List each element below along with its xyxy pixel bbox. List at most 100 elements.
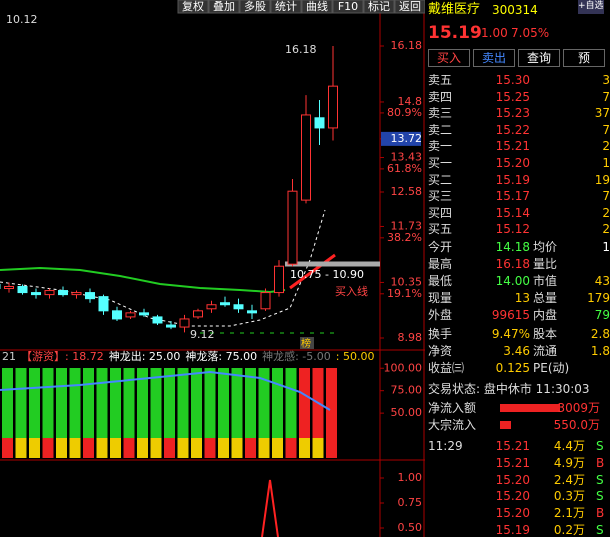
ind-bar (56, 368, 67, 458)
trade-button[interactable]: 买入 (428, 49, 470, 67)
stat-value: 2.8 (590, 327, 610, 341)
ind-bar (299, 368, 310, 458)
stat-value: 0.125 (495, 361, 530, 375)
chart: 10.12 16.18 9.12 10.75 - 10.90 买入线 榜 复权叠… (0, 0, 425, 537)
ind-bar (204, 438, 216, 458)
ind-bar (312, 438, 324, 458)
ind-bar (177, 438, 189, 458)
trade-time: 11:29 (428, 439, 463, 453)
stat-label: 换手 (428, 327, 453, 341)
book-volume: 7 (602, 89, 610, 104)
trade-side: S (596, 439, 604, 453)
ind-bar (2, 438, 13, 458)
flow-bar (500, 421, 511, 429)
toolbar-button[interactable] (239, 0, 271, 14)
candle-body (71, 292, 82, 296)
ind-bar (15, 438, 27, 458)
book-label: 卖三 (428, 106, 453, 121)
ind-bar (258, 438, 270, 458)
toolbar-button[interactable] (177, 0, 209, 14)
toolbar-label: 标记 (368, 0, 390, 13)
ind-bar (110, 438, 121, 458)
trade-volume: 2.1万 (553, 506, 585, 521)
trade-side: B (596, 455, 605, 470)
ind-bar (231, 368, 243, 458)
ind-bar (96, 438, 108, 458)
buy-line-label: 买入线 (335, 284, 368, 298)
toolbar-label: F10 (338, 0, 358, 13)
book-price: 15.14 (495, 205, 530, 220)
add-button[interactable]: +自选 (578, 0, 604, 14)
candle-body (260, 292, 271, 310)
book-volume: 1 (602, 156, 610, 170)
candle-body (31, 292, 41, 296)
toolbar-button[interactable] (301, 0, 333, 14)
stat-label: 现量 (428, 291, 453, 305)
stock-name: 戴维医疗 (428, 2, 481, 17)
stat-label: 量比 (533, 257, 558, 271)
ind-bar (272, 438, 283, 458)
toolbar-button[interactable] (332, 0, 364, 14)
ind-bar (83, 438, 94, 458)
ind-bar (83, 368, 94, 458)
range-label: 10.75 - 10.90 (290, 268, 364, 281)
toolbar-label: 曲线 (306, 0, 328, 13)
candle-body (112, 310, 122, 320)
ind-line (0, 370, 331, 411)
book-label: 卖二 (428, 122, 453, 137)
indicator-legend: 神龙感: -5.00 (262, 349, 331, 363)
trade-button[interactable]: 预 (563, 49, 605, 67)
ind-bar (137, 368, 148, 458)
trade-price: 15.20 (495, 489, 530, 504)
ind-bar (15, 368, 27, 458)
ind-bar (245, 438, 256, 458)
ind-bar (29, 438, 40, 458)
candle-body (328, 85, 338, 129)
book-volume: 37 (594, 106, 610, 121)
flow-value: 3009万 (557, 401, 600, 415)
y-tick-label: 0.75 (398, 496, 423, 509)
ind-bar (285, 438, 297, 458)
ind-bar (231, 438, 243, 458)
stat-label: 收益㈢ (428, 361, 465, 375)
candle-body (44, 290, 55, 296)
stat-label: 内盘 (533, 308, 558, 322)
stat-label: 最高 (428, 257, 453, 271)
ind-bar (191, 368, 202, 458)
low-label: 9.12 (190, 328, 215, 341)
flow-value: 550.0万 (553, 418, 600, 432)
ind-bar (285, 368, 297, 458)
toolbar-button[interactable] (270, 0, 302, 14)
book-label: 买三 (428, 189, 453, 204)
book-volume: 2 (602, 222, 610, 237)
y-tick-label: 100.00 (384, 361, 423, 374)
stat-value: 16.18 (495, 257, 530, 271)
trade-button[interactable]: 卖出 (473, 49, 515, 67)
top-label: 10.12 (6, 13, 38, 26)
indicator-legend: 神龙落: 75.00 (185, 349, 257, 363)
toolbar-label: 多股 (244, 0, 266, 13)
candle-body (166, 324, 176, 328)
y-tick-label: 16.18 (391, 39, 423, 52)
toolbar-button[interactable] (208, 0, 240, 14)
ind-bar (164, 438, 175, 458)
toolbar-button[interactable] (363, 0, 395, 14)
book-price: 15.22 (495, 122, 530, 137)
stat-label: 均价 (533, 240, 558, 254)
ind-bar (69, 368, 81, 458)
trade-button[interactable]: 查询 (518, 49, 560, 67)
toolbar-label: 返回 (399, 0, 421, 13)
candle-body (58, 290, 68, 296)
ind-bar (110, 368, 121, 458)
stock-code: 300314 (492, 3, 538, 17)
ind-bar (204, 368, 216, 458)
trend-arrow (289, 253, 336, 290)
y-tick-label: 1.00 (398, 471, 423, 484)
stat-value: 43 (594, 274, 610, 288)
y-tick-label: 61.8% (387, 162, 422, 175)
book-volume: 7 (602, 122, 610, 137)
toolbar-button[interactable] (394, 0, 425, 14)
candle-body (220, 302, 230, 306)
candle-body (152, 316, 163, 324)
